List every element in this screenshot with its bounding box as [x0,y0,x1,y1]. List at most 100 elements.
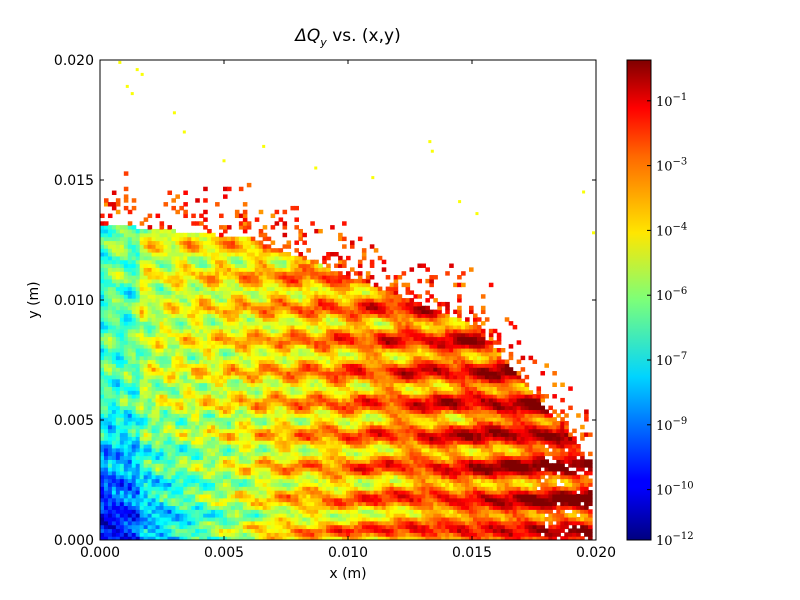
heatmap-cell [115,536,121,540]
heatmap-cell [226,401,232,407]
heatmap-cell [159,482,165,487]
heatmap-cell [143,259,149,265]
heatmap-cell [262,470,268,476]
heatmap-cell [330,397,335,403]
heatmap-cell [258,497,264,503]
heatmap-cell [342,520,347,526]
heatmap-cell [258,313,264,318]
heatmap-cell [103,520,109,526]
heatmap-cell [103,371,109,376]
heatmap-cell [107,378,113,384]
heatmap-cell [127,328,133,334]
heatmap-cell [175,417,180,422]
heatmap-cell [302,378,307,384]
heatmap-cell [175,290,180,295]
heatmap-cell [230,363,236,368]
heatmap-cell [330,386,335,391]
heatmap-cell [119,532,125,537]
heatmap-cell [191,309,196,315]
heatmap-cell [175,470,180,476]
heatmap-cell [242,371,248,376]
heatmap-cell [223,236,228,242]
heatmap-cell [234,490,240,495]
heatmap-cell [306,490,311,495]
heatmap-cell [119,520,125,526]
heatmap-cell [290,459,296,464]
heatmap-cell [203,313,208,318]
heatmap-cell [151,386,157,391]
heatmap-cell [143,405,149,411]
heatmap-cell [143,474,149,480]
heatmap-cell [330,290,335,295]
heatmap-cell [135,259,141,265]
heatmap-cell [127,209,133,215]
heatmap-cell [282,301,288,307]
heatmap-cell [203,367,208,372]
heatmap-cell [302,374,307,380]
heatmap-cell [270,351,276,357]
heatmap-cell [171,275,176,280]
heatmap-cell [131,505,137,510]
heatmap-cell [278,447,284,453]
heatmap-cell [266,374,272,380]
heatmap-cell [155,397,161,403]
heatmap-cell [238,240,244,245]
heatmap-cell [167,432,173,437]
heatmap-cell [298,528,303,533]
heatmap-cell [111,332,117,338]
heatmap-cell [207,278,212,284]
heatmap-cell [274,524,280,530]
heatmap-cell [211,252,216,257]
heatmap-cell [326,455,331,460]
heatmap-cell [250,493,256,499]
heatmap-cell [318,340,323,345]
heatmap-cell [187,252,192,257]
heatmap-cell [211,497,216,503]
heatmap-cell [127,451,133,457]
heatmap-cell [103,428,109,434]
heatmap-cell [302,482,307,487]
heatmap-cell [314,267,319,272]
heatmap-cell [155,309,161,315]
heatmap-cell [155,371,161,376]
heatmap-cell [211,359,216,364]
heatmap-cell [163,478,169,483]
heatmap-cell [274,444,280,449]
heatmap-cell [195,428,200,434]
heatmap-cell [234,386,240,391]
heatmap-cell [215,305,220,311]
heatmap-cell [318,440,323,445]
heatmap-cell [234,255,240,261]
heatmap-cell [270,271,276,276]
heatmap-cell [242,536,248,540]
heatmap-cell [223,451,228,457]
heatmap-cell [100,516,105,522]
heatmap-cell [298,420,303,426]
heatmap-cell [219,528,224,533]
heatmap-cell [131,267,137,272]
heatmap-cell [282,444,288,449]
heatmap-cell [310,390,315,395]
heatmap-cell [310,413,315,418]
heatmap-cell [147,455,153,460]
heatmap-cell [322,474,327,480]
heatmap-cell [100,301,105,307]
heatmap-cell [215,524,220,530]
heatmap-cell [223,536,228,540]
heatmap-cell [262,520,268,526]
heatmap-cell [179,286,184,291]
heatmap-cell [107,436,113,441]
heatmap-cell [302,444,307,449]
heatmap-cell [234,332,240,338]
heatmap-cell [191,409,196,414]
heatmap-cell [127,351,133,357]
heatmap-cell [310,470,315,476]
heatmap-cell [266,405,272,411]
heatmap-cell [195,244,200,249]
heatmap-cell [342,324,347,330]
heatmap-cell [250,467,256,472]
heatmap-cell [294,509,299,514]
heatmap-cell [234,309,240,315]
heatmap-cell [270,309,276,315]
heatmap-cell [151,313,157,318]
